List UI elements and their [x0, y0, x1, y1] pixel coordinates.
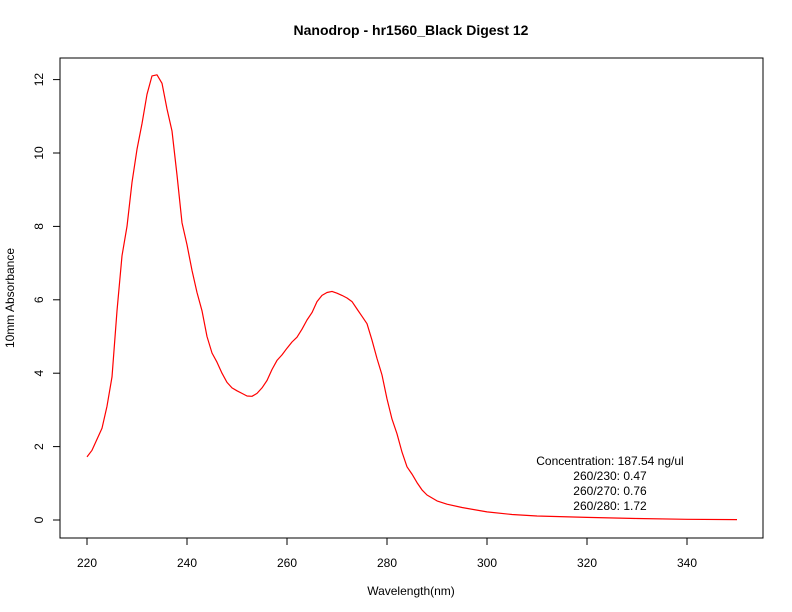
annotation-text: 260/230: 0.47: [573, 469, 647, 483]
y-tick-label: 0: [32, 516, 46, 523]
x-axis-label: Wavelength(nm): [367, 584, 455, 598]
y-axis: 0 2 4 6 8 10 12: [32, 73, 61, 523]
x-axis: 220 240 260 280 300 320 340: [77, 537, 697, 570]
y-tick-label: 8: [32, 223, 46, 230]
y-tick-label: 10: [32, 146, 46, 160]
annotation-text: 260/280: 1.72: [573, 499, 647, 513]
x-tick-label: 220: [77, 556, 97, 570]
x-tick-label: 240: [177, 556, 197, 570]
chart-title: Nanodrop - hr1560_Black Digest 12: [294, 22, 529, 38]
series-group: [86, 74, 738, 521]
y-tick-label: 4: [32, 370, 46, 377]
annotation-text: Concentration: 187.54 ng/ul: [536, 454, 683, 468]
x-tick-label: 320: [577, 556, 597, 570]
y-axis-label: 10mm Absorbance: [3, 248, 17, 348]
x-tick-label: 300: [477, 556, 497, 570]
series-line-0: [86, 74, 738, 521]
x-tick-label: 260: [277, 556, 297, 570]
y-tick-label: 2: [32, 443, 46, 450]
y-tick-label: 12: [32, 73, 46, 87]
x-tick-label: 340: [677, 556, 697, 570]
x-tick-label: 280: [377, 556, 397, 570]
y-tick-label: 6: [32, 296, 46, 303]
annotation-text: 260/270: 0.76: [573, 484, 647, 498]
